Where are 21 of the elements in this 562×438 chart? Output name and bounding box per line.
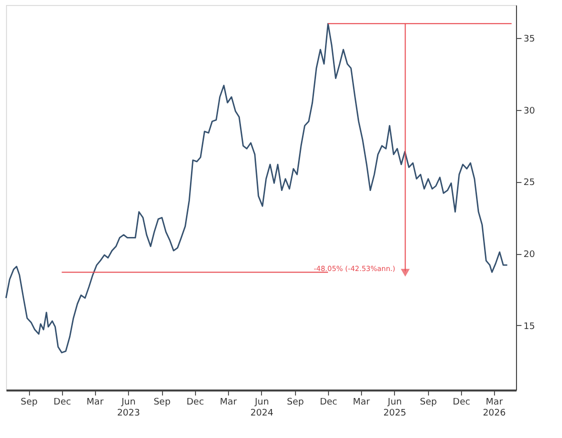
x-tick-label: Jun 2024 [250,398,274,418]
x-tick-label: Sep [420,398,438,408]
y-tick-label: 30 [524,106,536,116]
x-tick-label: Jun 2023 [117,398,140,418]
x-tick-label: Mar 2026 [482,398,506,418]
x-tick-label: Mar [220,398,238,408]
line-series [5,22,508,354]
x-tick-label: Dec [54,398,71,408]
x-tick-label: Dec [186,398,204,408]
x-tick-label: Mar [86,398,104,408]
y-tick-label: 20 [524,250,536,260]
y-tick-label: 35 [524,34,535,45]
x-tick-label: Sep [154,398,171,408]
x-tick-label: Dec [320,398,338,408]
y-tick-label: 15 [524,322,535,332]
x-tick-label: Jun 2025 [383,398,406,418]
x-tick-label: Mar [352,398,370,408]
x-tick-label: Dec [452,398,470,408]
x-tick-label: Sep [20,398,38,408]
y-tick-label: 25 [524,178,535,188]
x-tick-label: Sep [286,398,304,408]
